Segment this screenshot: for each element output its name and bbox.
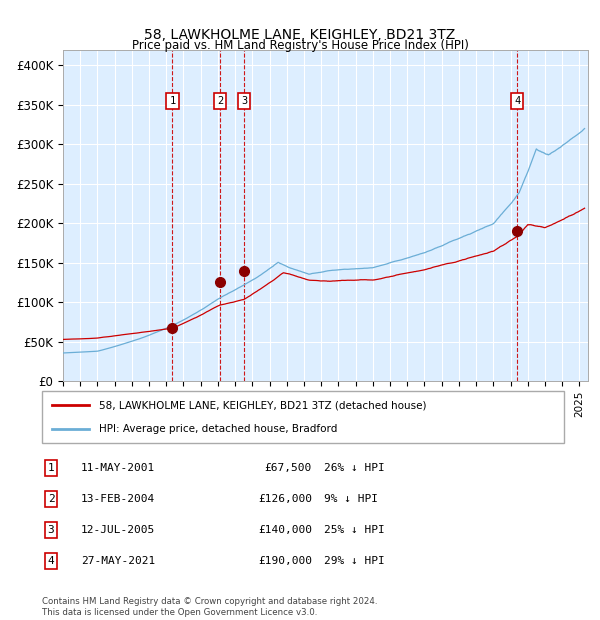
Text: £67,500: £67,500 bbox=[265, 463, 312, 473]
Text: 29% ↓ HPI: 29% ↓ HPI bbox=[324, 556, 385, 566]
Text: 2: 2 bbox=[217, 96, 223, 106]
Text: 58, LAWKHOLME LANE, KEIGHLEY, BD21 3TZ (detached house): 58, LAWKHOLME LANE, KEIGHLEY, BD21 3TZ (… bbox=[100, 401, 427, 410]
Text: 9% ↓ HPI: 9% ↓ HPI bbox=[324, 494, 378, 504]
Text: 27-MAY-2021: 27-MAY-2021 bbox=[81, 556, 155, 566]
Text: 3: 3 bbox=[241, 96, 247, 106]
Text: 4: 4 bbox=[47, 556, 55, 566]
Text: 4: 4 bbox=[514, 96, 521, 106]
Text: £140,000: £140,000 bbox=[258, 525, 312, 535]
Text: 11-MAY-2001: 11-MAY-2001 bbox=[81, 463, 155, 473]
FancyBboxPatch shape bbox=[42, 391, 564, 443]
Text: 25% ↓ HPI: 25% ↓ HPI bbox=[324, 525, 385, 535]
Text: Contains HM Land Registry data © Crown copyright and database right 2024.
This d: Contains HM Land Registry data © Crown c… bbox=[42, 598, 377, 617]
Text: £126,000: £126,000 bbox=[258, 494, 312, 504]
Text: 3: 3 bbox=[47, 525, 55, 535]
Text: 58, LAWKHOLME LANE, KEIGHLEY, BD21 3TZ: 58, LAWKHOLME LANE, KEIGHLEY, BD21 3TZ bbox=[145, 28, 455, 42]
Text: Price paid vs. HM Land Registry's House Price Index (HPI): Price paid vs. HM Land Registry's House … bbox=[131, 39, 469, 52]
Text: 26% ↓ HPI: 26% ↓ HPI bbox=[324, 463, 385, 473]
Text: 1: 1 bbox=[169, 96, 176, 106]
Text: 1: 1 bbox=[47, 463, 55, 473]
Text: 2: 2 bbox=[47, 494, 55, 504]
Text: £190,000: £190,000 bbox=[258, 556, 312, 566]
Text: 13-FEB-2004: 13-FEB-2004 bbox=[81, 494, 155, 504]
Text: 12-JUL-2005: 12-JUL-2005 bbox=[81, 525, 155, 535]
Text: HPI: Average price, detached house, Bradford: HPI: Average price, detached house, Brad… bbox=[100, 423, 338, 433]
